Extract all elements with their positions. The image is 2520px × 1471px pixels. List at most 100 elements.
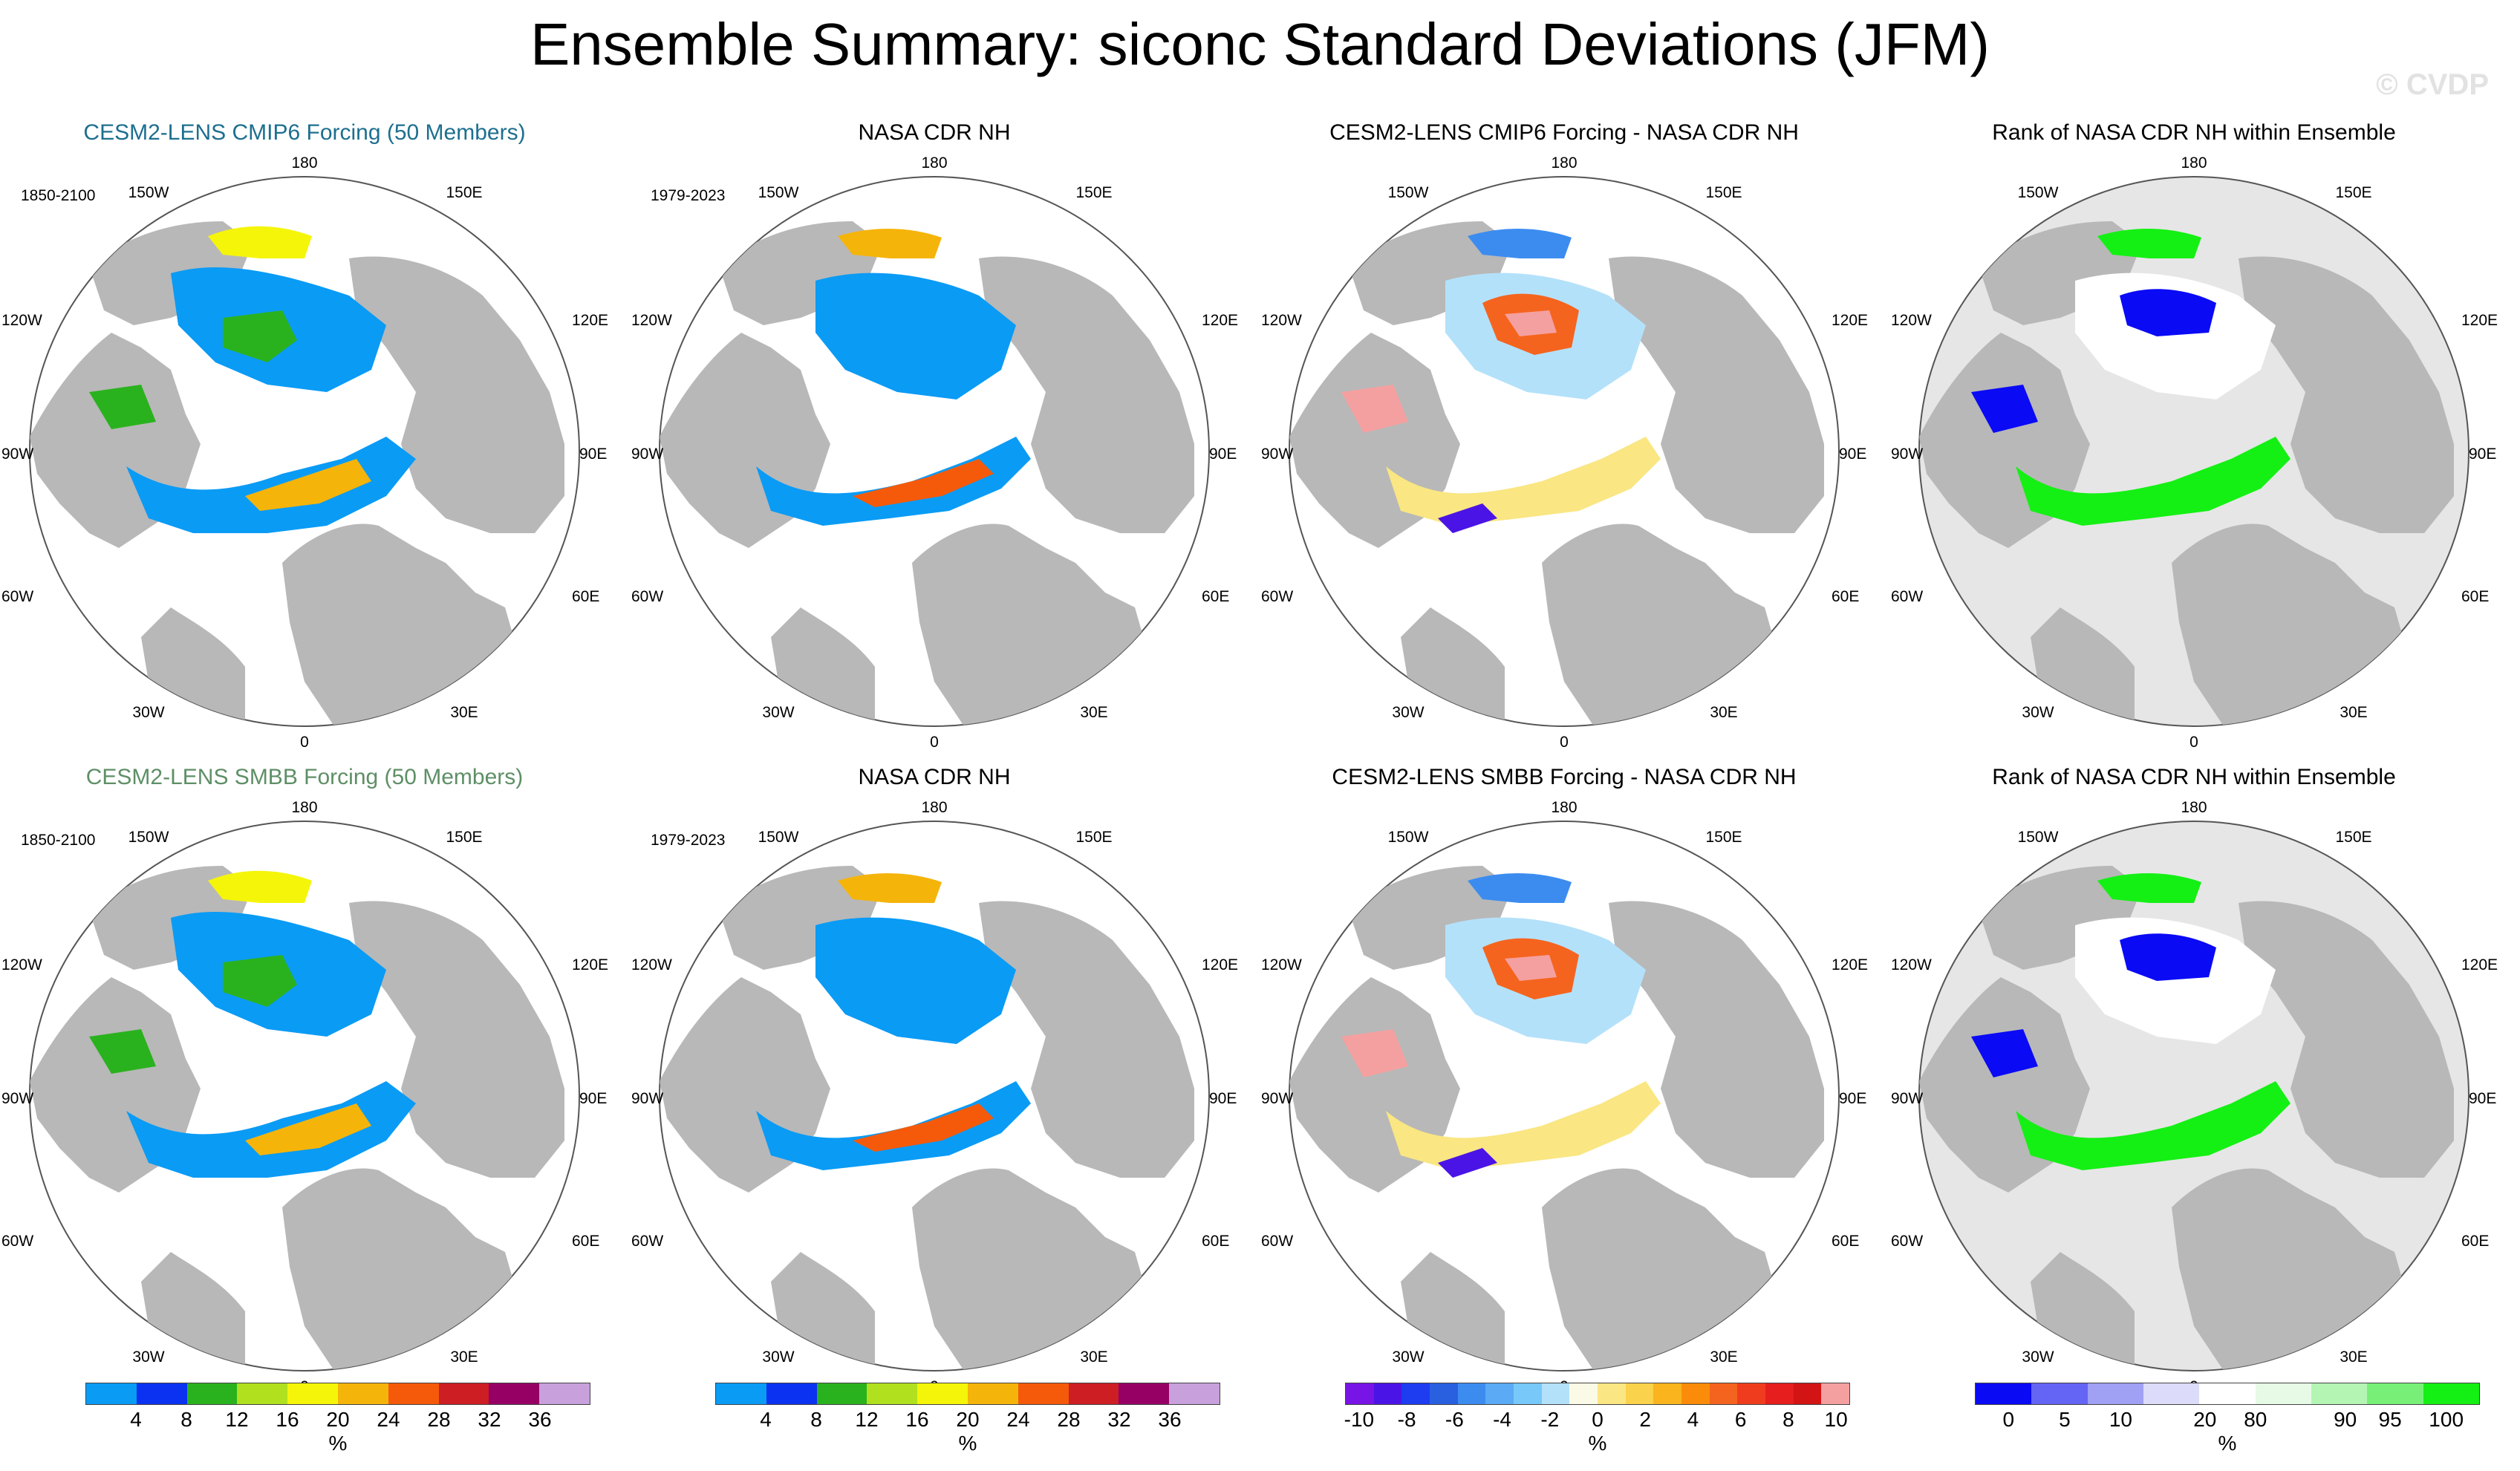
colorbar-swatch xyxy=(967,1383,1018,1404)
colorbar-swatch xyxy=(2255,1383,2311,1404)
lon-label: 120E xyxy=(1832,312,1868,329)
panel-smbb-stddev: CESM2-LENS SMBB Forcing (50 Members) 185… xyxy=(0,765,609,1403)
lon-label: 90E xyxy=(1209,446,1237,463)
lon-label: 30E xyxy=(1080,1348,1107,1366)
colorbar-tick-label: 2 xyxy=(1639,1408,1652,1431)
lon-label: 120W xyxy=(1261,956,1302,973)
colorbar-unit: % xyxy=(1588,1432,1607,1455)
lon-label: 150E xyxy=(1075,184,1112,201)
colorbar-swatch xyxy=(1976,1383,2032,1404)
colorbar-boxes xyxy=(1345,1383,1850,1405)
colorbar-swatch xyxy=(2087,1383,2143,1404)
polar-map: 180 150W 150E 120W 120E 90W 90E 60W 60E … xyxy=(631,154,1238,751)
polar-map: 180 150W 150E 120W 120E 90W 90E 60W 60E … xyxy=(631,799,1238,1395)
panel-nasa-stddev: NASA CDR NH 1979-2023 180 150W 150E 120W… xyxy=(630,120,1239,759)
period-label: 1979-2023 xyxy=(651,187,726,204)
lon-label: 60W xyxy=(1891,588,1923,605)
lon-label: 120E xyxy=(572,956,608,973)
lon-label: 30W xyxy=(1392,704,1424,721)
colorbar-swatch xyxy=(1793,1383,1822,1404)
lon-label: 150W xyxy=(2018,184,2059,201)
colorbar-swatch xyxy=(2311,1383,2368,1404)
lon-label: 60W xyxy=(1261,1233,1293,1250)
lon-label: 180 xyxy=(2181,154,2207,172)
polar-map: 180 150W 150E 120W 120E 90W 90E 60W 60E … xyxy=(1891,799,2498,1395)
polar-map: 180 150W 150E 120W 120E 90W 90E 60W 60E … xyxy=(1,154,608,751)
lon-label: 90E xyxy=(1839,446,1866,463)
lon-label: 60E xyxy=(572,588,599,605)
lon-label: 0 xyxy=(2189,734,2198,751)
colorbar-swatch xyxy=(1653,1383,1682,1404)
colorbar-tick-label: 0 xyxy=(2002,1408,2015,1431)
colorbar-swatch xyxy=(2143,1383,2200,1404)
colorbar-boxes xyxy=(715,1383,1220,1405)
lon-label: 150E xyxy=(1705,829,1742,846)
lon-label: 90W xyxy=(1261,446,1293,463)
colorbar-unit: % xyxy=(2218,1432,2237,1455)
colorbar-swatch xyxy=(1169,1383,1220,1404)
lon-label: 120E xyxy=(2461,956,2498,973)
colorbar-swatch xyxy=(489,1383,540,1404)
lon-label: 30E xyxy=(450,1348,478,1366)
colorbar-swatch xyxy=(766,1383,817,1404)
lon-label: 90E xyxy=(579,446,607,463)
colorbar-swatch xyxy=(1068,1383,1119,1404)
colorbar-swatch xyxy=(816,1383,867,1404)
lon-label: 150W xyxy=(128,184,169,201)
period-label: 1850-2100 xyxy=(21,832,96,849)
colorbar-tick-label: -10 xyxy=(1344,1408,1375,1431)
colorbar-tick-label: 20 xyxy=(326,1408,350,1431)
lon-label: 150W xyxy=(758,184,799,201)
colorbar-unit: % xyxy=(328,1432,348,1455)
colorbar-tick-label: 100 xyxy=(2429,1408,2464,1431)
lon-label: 30W xyxy=(2022,1348,2054,1366)
colorbar-tick-label: -4 xyxy=(1493,1408,1511,1431)
lon-label: 30W xyxy=(2022,704,2054,721)
colorbar-swatch xyxy=(1457,1383,1486,1404)
lon-label: 60E xyxy=(1832,588,1859,605)
lon-label: 60E xyxy=(2461,1233,2489,1250)
colorbar-swatch xyxy=(237,1383,288,1404)
colorbar-tick-label: 24 xyxy=(1006,1408,1030,1431)
colorbar-swatch xyxy=(1541,1383,1570,1404)
colorbar-swatch xyxy=(716,1383,766,1404)
lon-label: 150E xyxy=(1705,184,1742,201)
colorbar-rank: 0 5 10 20 80 90 95 100 % xyxy=(1975,1380,2480,1461)
colorbar-ticks: 4 8 12 16 20 24 28 32 36 xyxy=(715,1408,1220,1435)
lon-label: 120W xyxy=(1,312,42,329)
lon-label: 60W xyxy=(1,588,33,605)
colorbar-swatch xyxy=(1119,1383,1170,1404)
lon-label: 30W xyxy=(132,704,164,721)
lon-label: 30E xyxy=(1710,704,1737,721)
lon-label: 90E xyxy=(1839,1090,1866,1107)
colorbar-swatch xyxy=(1709,1383,1738,1404)
colorbar-swatch xyxy=(1681,1383,1710,1404)
panel-nasa-stddev-2: NASA CDR NH 1979-2023 180 150W 150E 120W… xyxy=(630,765,1239,1403)
lon-label: 150E xyxy=(1075,829,1112,846)
colorbar-swatch xyxy=(867,1383,918,1404)
colorbar-swatch xyxy=(337,1383,388,1404)
colorbar-tick-label: 6 xyxy=(1734,1408,1747,1431)
panel-title: Rank of NASA CDR NH within Ensemble xyxy=(1992,765,2396,789)
colorbar-swatch xyxy=(1373,1383,1402,1404)
lon-label: 0 xyxy=(1560,734,1569,751)
lon-label: 60W xyxy=(1,1233,33,1250)
colorbar-boxes xyxy=(1975,1383,2480,1405)
lon-label: 120E xyxy=(1202,312,1238,329)
colorbar-tick-label: 28 xyxy=(427,1408,451,1431)
polar-map: 180 150W 150E 120W 120E 90W 90E 60W 60E … xyxy=(1261,799,1868,1395)
colorbar-swatch xyxy=(2199,1383,2256,1404)
colorbar-swatch xyxy=(186,1383,238,1404)
colorbar-swatch xyxy=(539,1383,590,1404)
lon-label: 60E xyxy=(1202,588,1229,605)
colorbar-swatch xyxy=(2367,1383,2423,1404)
panel-title: CESM2-LENS SMBB Forcing - NASA CDR NH xyxy=(1332,765,1797,789)
colorbar-tick-label: 10 xyxy=(1824,1408,1848,1431)
lon-label: 90W xyxy=(1261,1090,1293,1107)
colorbar-swatch xyxy=(1485,1383,1514,1404)
colorbar-unit: % xyxy=(958,1432,977,1455)
colorbar-tick-label: 36 xyxy=(1158,1408,1182,1431)
lon-label: 90W xyxy=(1,446,33,463)
lon-label: 120W xyxy=(631,312,672,329)
lon-label: 90W xyxy=(1,1090,33,1107)
